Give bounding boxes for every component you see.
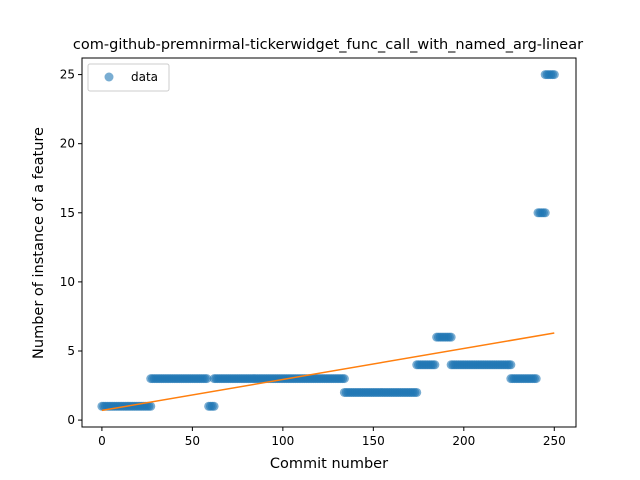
data-point xyxy=(430,360,440,370)
chart-title: com-github-premnirmal-tickerwidget_func_… xyxy=(73,37,583,53)
y-tick-label: 0 xyxy=(67,413,75,427)
x-tick-label: 100 xyxy=(271,434,294,448)
data-point xyxy=(446,332,456,342)
data-point xyxy=(339,374,349,384)
y-tick-label: 5 xyxy=(67,344,75,358)
plot-area: 0 50 100 150 200 250 0 5 10 15 20 25 xyxy=(60,57,577,448)
x-axis-label: Commit number xyxy=(270,456,388,472)
legend-marker xyxy=(104,72,114,82)
y-axis-label: Number of instance of a feature xyxy=(31,127,47,359)
x-tick-label: 0 xyxy=(98,434,106,448)
data-point xyxy=(531,374,541,384)
data-point xyxy=(412,387,422,397)
y-tick-label: 15 xyxy=(60,206,75,220)
x-tick-label: 50 xyxy=(185,434,200,448)
x-tick-label: 200 xyxy=(452,434,475,448)
x-tick-label: 150 xyxy=(362,434,385,448)
plot-frame xyxy=(81,57,577,428)
data-point xyxy=(146,401,156,411)
legend: data xyxy=(87,63,170,92)
data-point xyxy=(506,360,516,370)
x-tick-label: 250 xyxy=(543,434,566,448)
data-point xyxy=(549,70,559,80)
y-tick-label: 20 xyxy=(60,137,75,151)
data-point xyxy=(540,208,550,218)
fit-line xyxy=(101,332,555,412)
data-layer xyxy=(97,70,559,412)
data-point xyxy=(202,374,212,384)
legend-box xyxy=(87,63,170,92)
y-axis-ticks: 0 5 10 15 20 25 xyxy=(60,68,82,427)
data-point xyxy=(209,401,219,411)
x-axis-ticks: 0 50 100 150 200 250 xyxy=(98,427,566,448)
y-tick-label: 25 xyxy=(60,68,75,82)
legend-label: data xyxy=(131,70,158,84)
y-tick-label: 10 xyxy=(60,275,75,289)
